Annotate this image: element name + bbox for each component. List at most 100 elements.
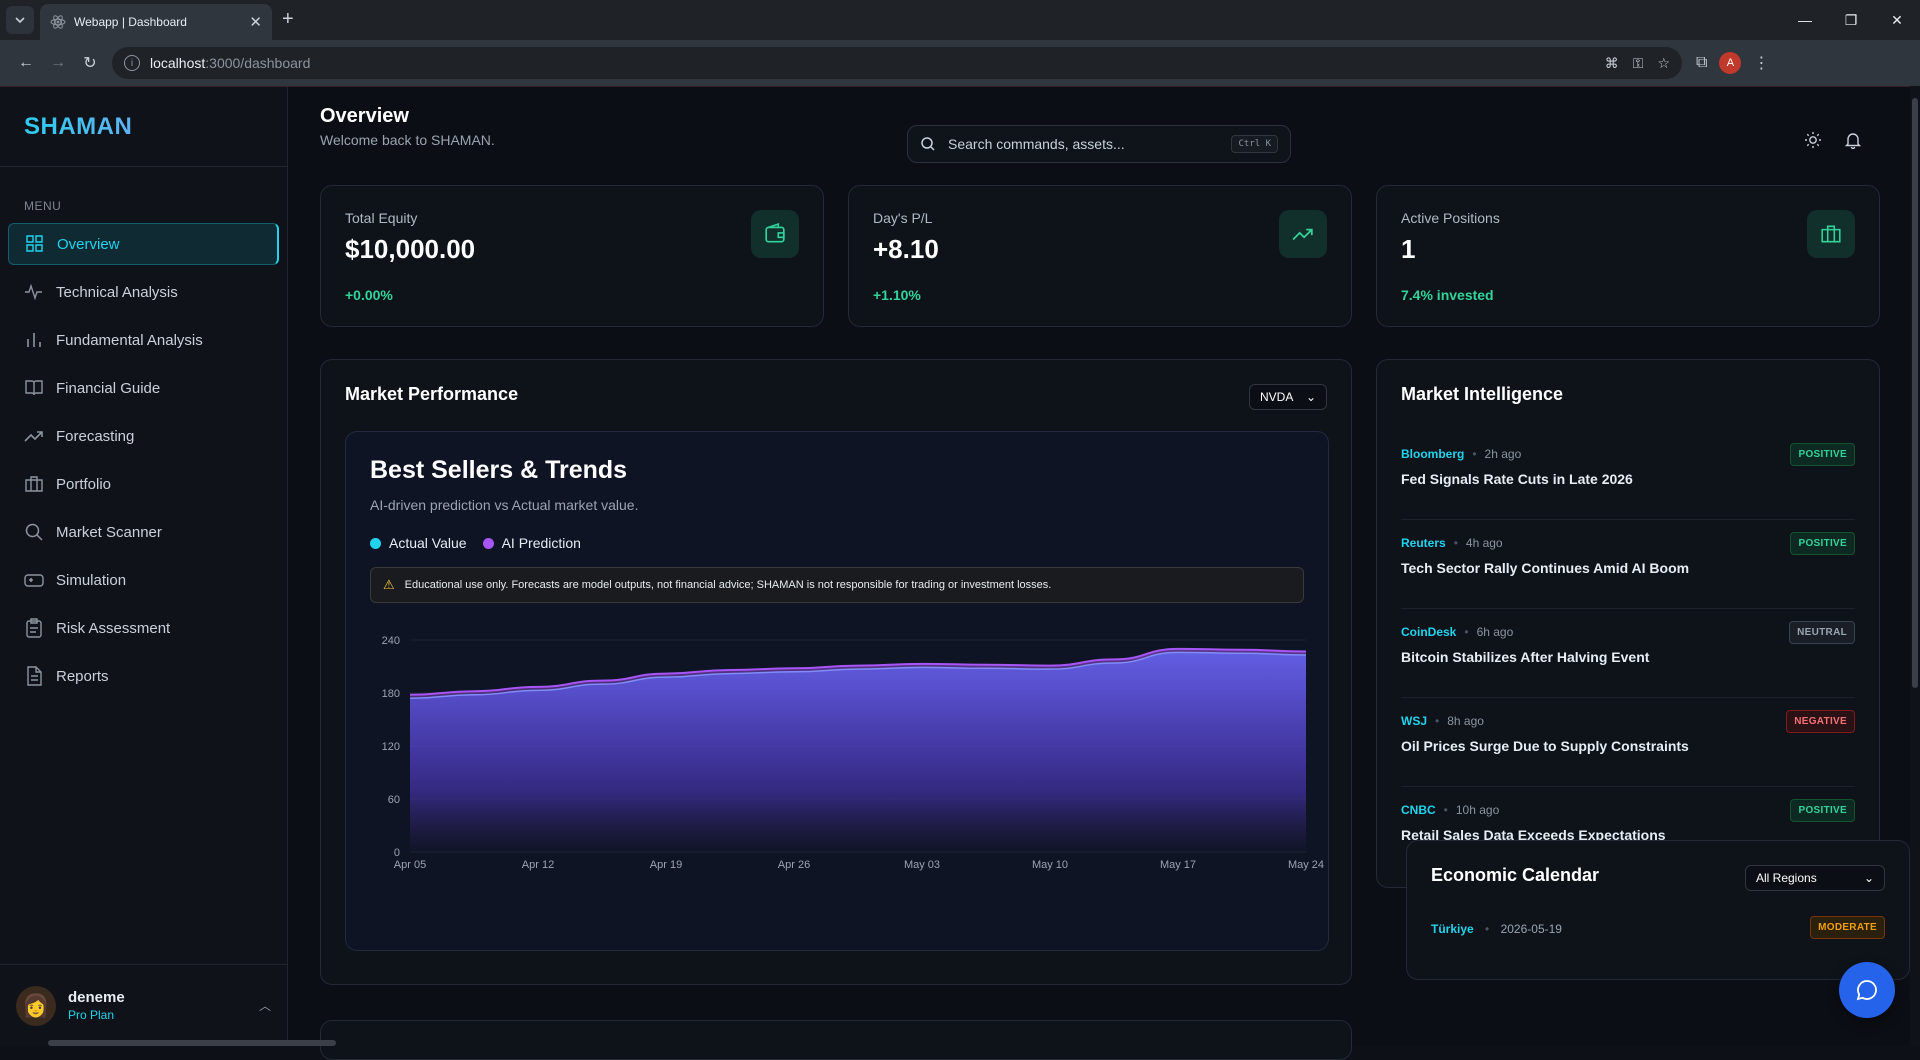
extensions-icon[interactable]: ⧉ bbox=[1696, 54, 1708, 71]
vertical-scrollbar[interactable] bbox=[1910, 86, 1920, 1046]
sidebar-item-market-scanner[interactable]: Market Scanner bbox=[8, 511, 279, 553]
tab-title: Webapp | Dashboard bbox=[74, 15, 187, 29]
chevron-up-icon[interactable]: ︿ bbox=[258, 999, 271, 1013]
translate-icon[interactable]: ⌘ bbox=[1604, 54, 1619, 71]
news-item[interactable]: CNBC • 10h ago Retail Sales Data Exceeds E… bbox=[1401, 787, 1855, 876]
legend-prediction[interactable]: AI Prediction bbox=[482, 535, 581, 551]
news-time: 10h ago bbox=[1455, 803, 1500, 817]
chart-card: Best Sellers & Trends AI-driven predicti… bbox=[345, 431, 1329, 951]
book-icon bbox=[24, 378, 44, 398]
news-headline[interactable]: Bitcoin Stabilizes After Halving Event bbox=[1401, 649, 1650, 665]
forward-button[interactable]: → bbox=[50, 54, 66, 71]
scroll-thumb[interactable] bbox=[1912, 98, 1918, 688]
market-intelligence-panel: Market Intelligence Bloomberg • 2h ago Fed… bbox=[1376, 359, 1880, 888]
sentiment-badge: NEGATIVE bbox=[1786, 710, 1855, 733]
disclaimer-banner: ⚠ Educational use only. Forecasts are mo… bbox=[370, 567, 1304, 603]
stat-card: Total Equity $10,000.00 +0.00% bbox=[320, 185, 824, 327]
browser-menu-icon[interactable]: ⋮ bbox=[1753, 55, 1770, 72]
news-source[interactable]: Bloomberg bbox=[1401, 447, 1465, 461]
sidebar-item-label: Simulation bbox=[56, 571, 127, 589]
sidebar-item-label: Fundamental Analysis bbox=[56, 331, 203, 349]
news-time: 4h ago bbox=[1465, 536, 1503, 550]
stats-cards: Total Equity $10,000.00 +0.00% Day's P/L… bbox=[320, 185, 1880, 327]
close-tab-icon[interactable]: ✕ bbox=[249, 14, 262, 31]
news-headline[interactable]: Oil Prices Surge Due to Supply Constrain… bbox=[1401, 738, 1689, 754]
news-source[interactable]: CNBC bbox=[1401, 803, 1436, 817]
next-panel bbox=[320, 1020, 1352, 1060]
stat-change: 7.4% invested bbox=[1401, 287, 1494, 303]
news-item[interactable]: CoinDesk • 6h ago Bitcoin Stabilizes After… bbox=[1401, 609, 1855, 698]
event-country: Türkiye bbox=[1431, 922, 1474, 936]
address-bar[interactable]: i localhost:3000/dashboard ⌘ ⚿ ☆ bbox=[112, 47, 1682, 79]
sun-icon[interactable] bbox=[1804, 131, 1822, 149]
bell-icon[interactable] bbox=[1844, 131, 1862, 149]
legend-actual[interactable]: Actual Value bbox=[370, 535, 467, 551]
sidebar-item-simulation[interactable]: Simulation bbox=[8, 559, 279, 601]
market-performance-panel: Market Performance NVDA ⌄ Best Sellers & … bbox=[320, 359, 1352, 985]
y-tick-label: 240 bbox=[382, 635, 400, 647]
page-title: Overview bbox=[320, 104, 409, 127]
news-source[interactable]: CoinDesk bbox=[1401, 625, 1457, 639]
sidebar-item-forecasting[interactable]: Forecasting bbox=[8, 415, 279, 457]
news-item[interactable]: Bloomberg • 2h ago Fed Signals Rate Cuts i… bbox=[1401, 431, 1855, 520]
gamepad-icon bbox=[24, 570, 44, 590]
stat-card: Active Positions 1 7.4% invested bbox=[1376, 185, 1880, 327]
key-icon[interactable]: ⚿ bbox=[1632, 54, 1644, 71]
search-input[interactable]: Search commands, assets... Ctrl K bbox=[907, 125, 1291, 163]
bookmark-star-icon[interactable]: ☆ bbox=[1657, 54, 1670, 71]
disclaimer-text: Educational use only. Forecasts are mode… bbox=[404, 579, 1052, 591]
profile-avatar[interactable]: A bbox=[1719, 52, 1742, 74]
news-source[interactable]: WSJ bbox=[1401, 714, 1428, 728]
sidebar-item-reports[interactable]: Reports bbox=[8, 655, 279, 697]
reload-button[interactable]: ↻ bbox=[83, 55, 97, 72]
sidebar-item-portfolio[interactable]: Portfolio bbox=[8, 463, 279, 505]
event-date: 2026-05-19 bbox=[1500, 922, 1562, 936]
search-icon bbox=[921, 137, 935, 151]
sidebar-item-risk-assessment[interactable]: Risk Assessment bbox=[8, 607, 279, 649]
minimize-button[interactable]: — bbox=[1798, 12, 1812, 28]
sidebar-item-financial-guide[interactable]: Financial Guide bbox=[8, 367, 279, 409]
x-tick-label: May 24 bbox=[1288, 859, 1324, 871]
area-chart[interactable]: 0 60 120 180 240 Apr 05 Apr 12 Apr 19 Apr 26 May … bbox=[346, 622, 1330, 952]
stat-change: +0.00% bbox=[345, 287, 393, 303]
stat-value: 1 bbox=[1401, 234, 1416, 264]
brand-logo[interactable]: SHAMAN bbox=[0, 87, 287, 167]
region-select[interactable]: All Regions ⌄ bbox=[1745, 865, 1885, 891]
news-item[interactable]: Reuters • 4h ago Tech Sector Rally Continu… bbox=[1401, 520, 1855, 609]
browser-tab[interactable]: Webapp | Dashboard ✕ bbox=[40, 4, 272, 40]
site-info-icon[interactable]: i bbox=[124, 55, 140, 71]
sidebar-item-label: Risk Assessment bbox=[56, 619, 171, 637]
sidebar-nav: Overview Technical Analysis Fundamental An… bbox=[0, 223, 287, 697]
browser-toolbar: ← → ↻ i localhost:3000/dashboard ⌘ ⚿ ☆ ⧉… bbox=[0, 40, 1920, 86]
news-item[interactable]: WSJ • 8h ago Oil Prices Surge Due to Suppl… bbox=[1401, 698, 1855, 787]
sidebar-item-overview[interactable]: Overview bbox=[8, 223, 279, 265]
impact-badge: MODERATE bbox=[1810, 916, 1885, 939]
news-headline[interactable]: Tech Sector Rally Continues Amid AI Boom bbox=[1401, 560, 1690, 576]
close-window-button[interactable]: ✕ bbox=[1891, 11, 1903, 28]
sidebar-item-technical-analysis[interactable]: Technical Analysis bbox=[8, 271, 279, 313]
app-root: SHAMAN MENU Overview Technical Analysis Fu… bbox=[0, 86, 1920, 1046]
restore-button[interactable]: ❐ bbox=[1844, 11, 1858, 28]
new-tab-button[interactable]: + bbox=[282, 8, 294, 30]
sidebar: SHAMAN MENU Overview Technical Analysis Fu… bbox=[0, 87, 288, 1046]
sidebar-item-label: Technical Analysis bbox=[56, 283, 178, 301]
user-profile[interactable]: 👩 deneme Pro Plan ︿ bbox=[0, 964, 287, 1046]
news-source[interactable]: Reuters bbox=[1401, 536, 1446, 550]
news-headline[interactable]: Retail Sales Data Exceeds Expectations bbox=[1401, 827, 1666, 843]
sidebar-item-label: Overview bbox=[57, 235, 120, 253]
tab-search-button[interactable] bbox=[6, 6, 34, 34]
news-headline[interactable]: Fed Signals Rate Cuts in Late 2026 bbox=[1401, 471, 1633, 487]
news-time: 6h ago bbox=[1476, 625, 1514, 639]
series-line-actual-value bbox=[409, 651, 1307, 700]
region-value: All Regions bbox=[1756, 871, 1817, 885]
stat-label: Total Equity bbox=[345, 210, 418, 226]
react-icon bbox=[50, 15, 66, 29]
chat-button[interactable] bbox=[1839, 962, 1895, 1018]
calendar-event[interactable]: Türkiye • 2026-05-19 MODERATE bbox=[1431, 916, 1885, 939]
horizontal-scrollbar[interactable] bbox=[48, 1040, 336, 1046]
ticker-select[interactable]: NVDA ⌄ bbox=[1249, 384, 1327, 410]
sidebar-item-fundamental-analysis[interactable]: Fundamental Analysis bbox=[8, 319, 279, 361]
back-button[interactable]: ← bbox=[18, 54, 34, 71]
sentiment-badge: POSITIVE bbox=[1790, 443, 1855, 466]
sidebar-item-label: Forecasting bbox=[56, 427, 135, 445]
